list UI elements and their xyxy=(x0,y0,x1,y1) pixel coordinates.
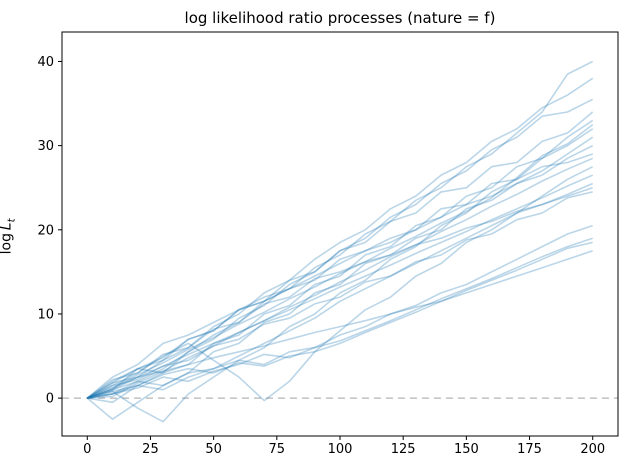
llr-path-line xyxy=(86,191,593,399)
x-tick-label: 0 xyxy=(83,442,91,457)
llr-path-line xyxy=(86,182,594,399)
llr-path-line xyxy=(86,60,594,399)
llr-path-line xyxy=(87,186,593,399)
llr-path-line xyxy=(87,174,594,399)
chart-title: log likelihood ratio processes (nature =… xyxy=(184,9,496,27)
x-tick-label: 75 xyxy=(269,442,286,457)
y-tick-label: 40 xyxy=(37,55,54,70)
llr-path-line xyxy=(86,111,594,399)
llr-path-line xyxy=(87,153,593,399)
llr-path-line xyxy=(86,250,593,399)
llr-path-line xyxy=(87,119,594,404)
llr-path-line xyxy=(87,157,594,399)
x-tick-label: 50 xyxy=(205,442,222,457)
y-tick-label: 10 xyxy=(37,308,54,323)
y-tick-label: 30 xyxy=(37,139,54,154)
llr-path-line xyxy=(86,165,594,402)
x-tick-label: 150 xyxy=(454,442,479,457)
x-tick-label: 175 xyxy=(517,442,542,457)
llr-path-line xyxy=(87,224,593,399)
llr-path-line xyxy=(87,128,594,423)
tick-marks-group xyxy=(58,60,594,440)
y-tick-label: 20 xyxy=(37,223,54,238)
llr-path-line xyxy=(87,77,594,399)
x-tick-label: 200 xyxy=(580,442,605,457)
x-tick-label: 100 xyxy=(328,442,353,457)
x-tick-label: 125 xyxy=(391,442,416,457)
llr-path-line xyxy=(87,241,593,399)
y-tick-label: 0 xyxy=(46,392,54,407)
llr-path-line xyxy=(87,237,593,399)
llr-path-line xyxy=(86,144,594,421)
llr-path-line xyxy=(87,98,594,399)
tick-labels-group: 0 25 50 75 100 125 150 175 200 0 10 20 30 40 xyxy=(37,55,605,457)
series-lines-group xyxy=(86,60,594,423)
llr-path-line xyxy=(87,123,594,399)
llr-path-line xyxy=(86,136,594,399)
x-tick-label: 25 xyxy=(142,442,159,457)
